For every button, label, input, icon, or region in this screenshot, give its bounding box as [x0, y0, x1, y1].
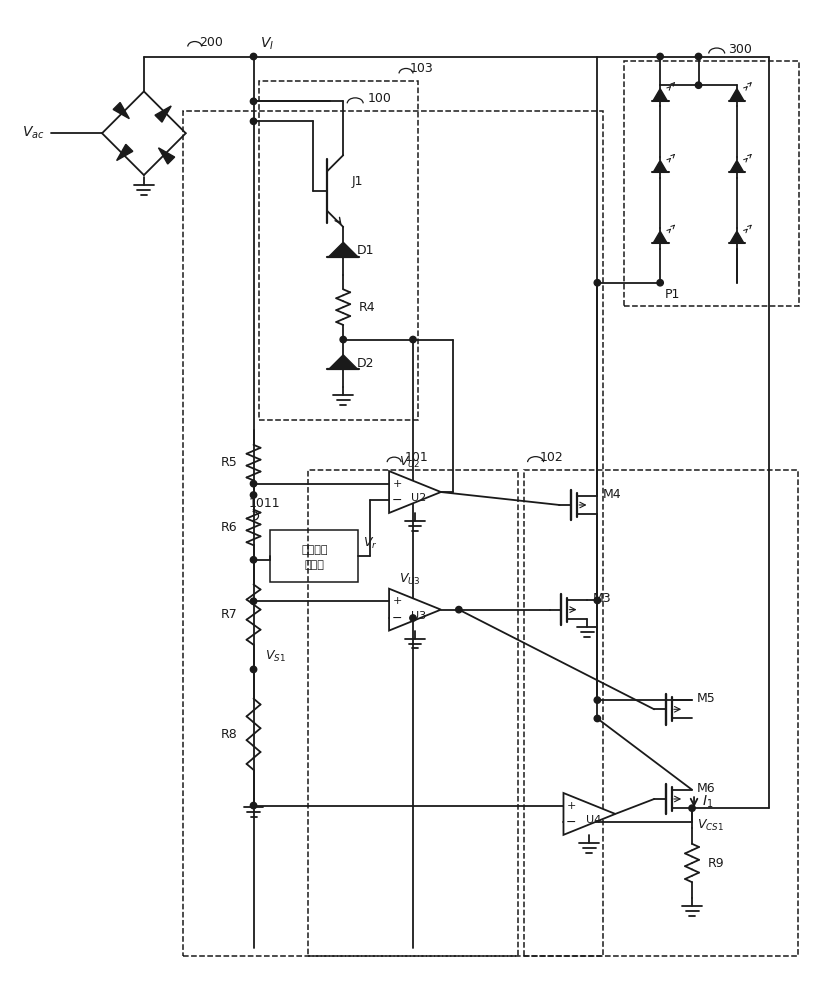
Polygon shape — [113, 102, 129, 119]
Circle shape — [250, 598, 256, 604]
Polygon shape — [116, 144, 133, 161]
Text: 带隙基准: 带隙基准 — [301, 545, 327, 555]
Text: $V_r$: $V_r$ — [363, 536, 378, 551]
Text: M3: M3 — [591, 592, 610, 605]
Polygon shape — [158, 148, 174, 164]
Circle shape — [250, 557, 256, 563]
Bar — [523, 470, 797, 956]
Text: D2: D2 — [357, 357, 374, 370]
Circle shape — [250, 98, 256, 105]
Bar — [270, 530, 358, 582]
Polygon shape — [155, 106, 171, 122]
Text: $V_{ac}$: $V_{ac}$ — [22, 125, 44, 141]
Circle shape — [410, 336, 416, 343]
Circle shape — [250, 666, 256, 673]
Bar — [623, 61, 798, 306]
Text: U2: U2 — [411, 493, 426, 503]
Text: 300: 300 — [727, 43, 751, 56]
Bar — [183, 111, 603, 956]
Text: R9: R9 — [707, 857, 724, 870]
Circle shape — [250, 480, 256, 487]
Circle shape — [656, 53, 663, 60]
Text: 103: 103 — [410, 62, 433, 75]
Polygon shape — [729, 231, 743, 243]
Polygon shape — [729, 89, 743, 101]
Text: 电压源: 电压源 — [304, 560, 324, 570]
Text: −: − — [391, 611, 402, 624]
Text: +: + — [391, 479, 401, 489]
Text: P1: P1 — [664, 288, 680, 301]
Circle shape — [594, 715, 600, 722]
Polygon shape — [653, 89, 667, 101]
Text: −: − — [391, 494, 402, 507]
Text: 100: 100 — [367, 92, 391, 105]
Text: R6: R6 — [220, 521, 238, 534]
Text: $V_I$: $V_I$ — [259, 35, 274, 52]
Polygon shape — [328, 242, 357, 257]
Polygon shape — [653, 231, 667, 243]
Text: $V_{S1}$: $V_{S1}$ — [265, 649, 286, 664]
Text: 101: 101 — [404, 451, 428, 464]
Circle shape — [455, 606, 461, 613]
Polygon shape — [388, 471, 441, 513]
Circle shape — [250, 492, 256, 498]
Polygon shape — [388, 589, 441, 631]
Polygon shape — [729, 160, 743, 172]
Circle shape — [656, 280, 663, 286]
Text: J1: J1 — [351, 175, 362, 188]
Text: R5: R5 — [220, 456, 238, 469]
Polygon shape — [328, 355, 357, 369]
Text: $I_1$: $I_1$ — [701, 794, 713, 810]
Polygon shape — [653, 160, 667, 172]
Text: 1011: 1011 — [248, 497, 280, 510]
Bar — [308, 470, 517, 956]
Circle shape — [250, 118, 256, 124]
Text: M6: M6 — [696, 782, 715, 795]
Text: $V_{U3}$: $V_{U3}$ — [399, 572, 420, 587]
Polygon shape — [563, 793, 614, 835]
Bar — [258, 81, 418, 420]
Circle shape — [250, 802, 256, 809]
Text: $V_{CS1}$: $V_{CS1}$ — [696, 818, 723, 833]
Text: M4: M4 — [602, 488, 620, 501]
Text: M5: M5 — [696, 692, 715, 705]
Text: 102: 102 — [539, 451, 563, 464]
Circle shape — [340, 336, 346, 343]
Circle shape — [695, 53, 701, 60]
Text: U4: U4 — [585, 815, 600, 825]
Text: D1: D1 — [357, 244, 374, 257]
Text: U3: U3 — [411, 611, 426, 621]
Circle shape — [695, 82, 701, 88]
Text: R4: R4 — [359, 301, 375, 314]
Text: +: + — [566, 801, 576, 811]
Text: R8: R8 — [220, 728, 238, 741]
Text: $V_{U2}$: $V_{U2}$ — [399, 455, 420, 470]
Text: −: − — [565, 816, 576, 829]
Circle shape — [410, 615, 416, 621]
Circle shape — [594, 697, 600, 703]
Circle shape — [250, 53, 256, 60]
Text: +: + — [391, 596, 401, 606]
Circle shape — [594, 280, 600, 286]
Circle shape — [594, 597, 600, 604]
Text: R7: R7 — [220, 608, 238, 621]
Circle shape — [688, 805, 695, 811]
Text: 200: 200 — [198, 36, 222, 49]
